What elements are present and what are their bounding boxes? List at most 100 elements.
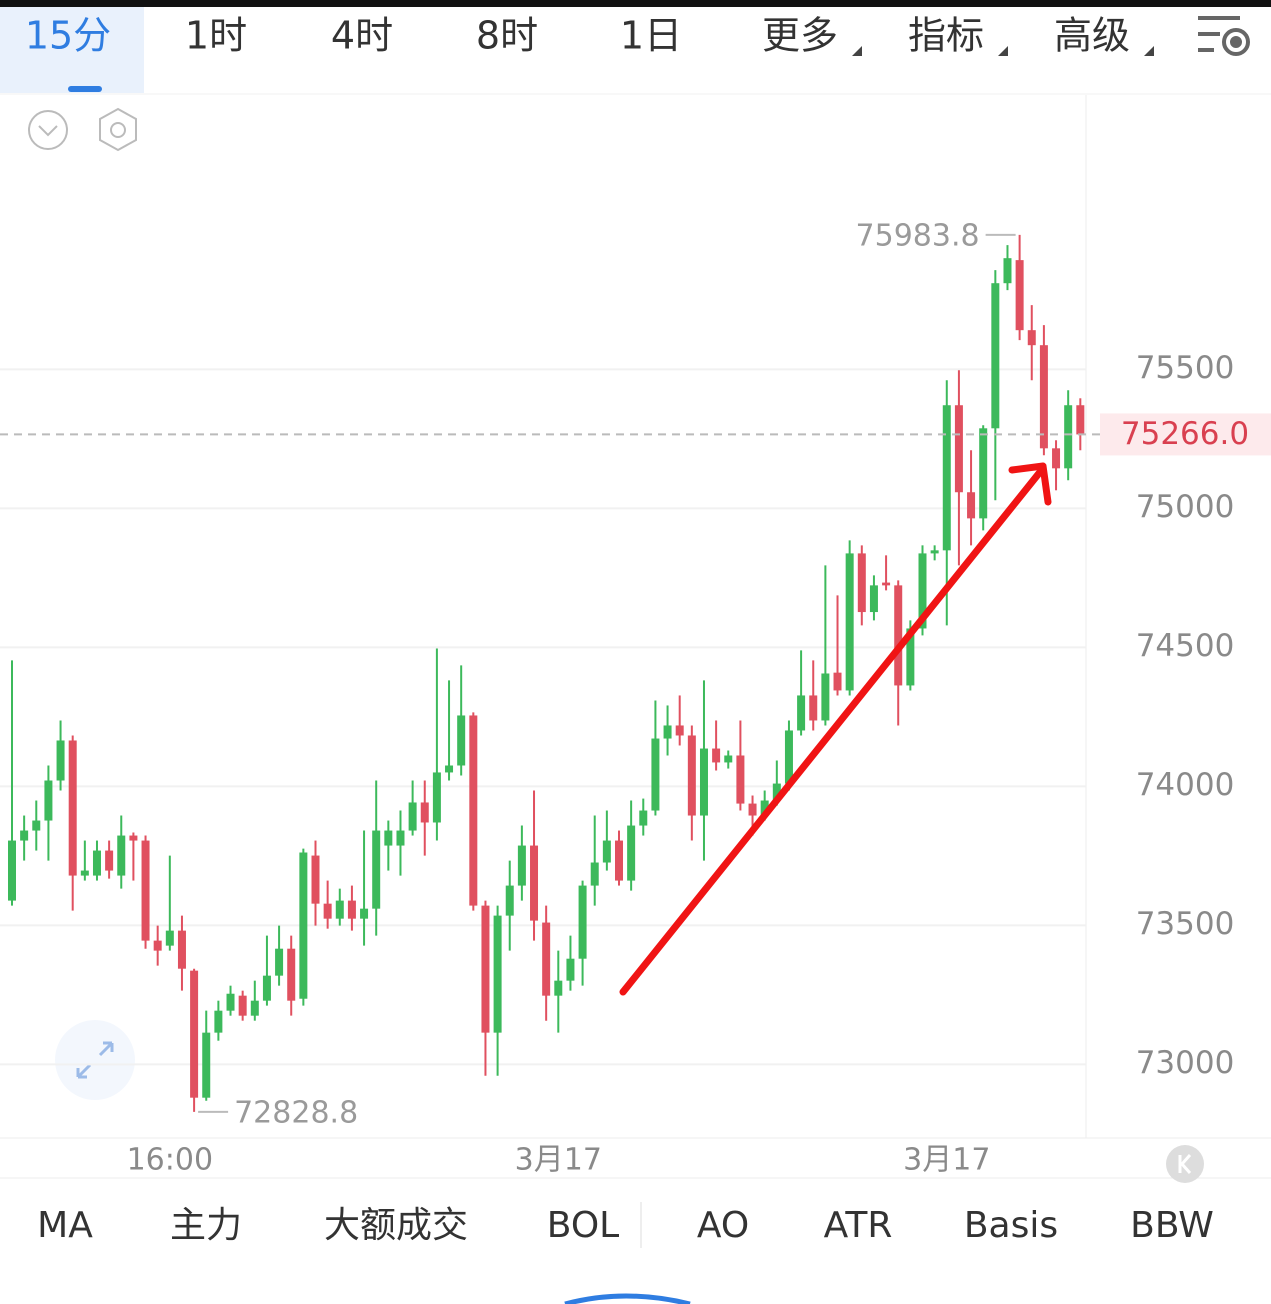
indicator-tab[interactable]: ATR [824,1205,893,1246]
chart: 73000 73500 74000 74500 75000 75500 16:00 3月17 3… [0,218,1271,1178]
candle-body [481,905,490,1033]
candle-body [857,553,866,613]
candle-body [954,405,963,493]
candle-body [1039,345,1048,449]
candle-body [882,582,891,586]
settings-icon[interactable] [1198,16,1250,56]
indicator-tab[interactable]: 大额成交 [324,1205,468,1246]
candle-body [505,885,514,916]
candle-body [20,830,29,841]
candle-body [445,765,454,773]
y-tick-label: 73500 [1136,906,1235,942]
candle-body [554,980,563,996]
indicator-tab[interactable]: BOL [547,1205,619,1246]
annotation-arrow-head [1008,462,1052,506]
candle-body [457,715,466,766]
tab[interactable]: 指标 [908,14,984,58]
candle-body [821,673,830,721]
collapse-icon[interactable] [28,110,68,150]
candle-body [432,772,441,823]
candle-body [177,930,186,969]
candle-body [906,628,915,686]
indicator-tab[interactable]: AO [697,1205,749,1246]
indicator-tab[interactable]: 主力 [170,1205,242,1246]
active-tab-indicator [68,86,102,92]
candle-body [566,958,575,981]
candle-body [590,862,599,886]
scroll-latest-icon [1178,1154,1192,1174]
tab[interactable]: 1时 [185,14,247,58]
tab[interactable]: 高级 [1054,14,1130,58]
min-label: 72828.8 [234,1095,358,1130]
fullscreen-button[interactable] [55,1020,135,1100]
indicator-tab[interactable]: MA [37,1205,93,1246]
candle-body [930,550,939,554]
y-tick-label: 75500 [1136,350,1235,386]
candle-body [991,283,1000,429]
y-tick-label: 75000 [1136,489,1235,525]
candle-body [784,730,793,784]
candle-body [68,740,77,876]
candle-body [396,830,405,846]
fullscreen-icon [76,1041,114,1079]
candle-body [238,995,247,1016]
tab[interactable]: 1日 [620,14,682,58]
tab[interactable]: 8时 [476,14,538,58]
settings-hex-icon[interactable] [99,107,137,152]
tab[interactable]: 15分 [25,14,111,58]
x-tick-label: 3月17 [903,1143,990,1178]
candle-body [141,840,150,941]
annotation-arrow [619,468,1044,996]
candle-body [809,695,818,721]
candle-body [578,885,587,959]
tab[interactable]: 更多 [762,14,838,58]
indicator-tab[interactable]: BBW [1130,1205,1214,1246]
candle-body [44,780,53,821]
last-price-label: 75266.0 [1121,416,1249,452]
candle-body [967,492,976,519]
candle-body [736,755,745,804]
candle-body [105,850,114,871]
candle-body [347,900,356,919]
candle-body [772,783,781,801]
candle-body [833,672,842,691]
tab[interactable]: 4时 [331,14,393,58]
candle-body [894,585,903,686]
candle-body [469,715,478,906]
candle-body [845,553,854,691]
candle-body [1064,405,1073,469]
candle-body [663,725,672,739]
candle-body [360,908,369,919]
indicator-tab[interactable]: Basis [964,1205,1058,1246]
candle-body [311,855,320,904]
candle-body [869,585,878,613]
candle-body [287,948,296,1001]
candle-body [275,948,284,976]
candle-body [615,840,623,881]
y-tick-label: 74500 [1136,628,1235,664]
candle-body [335,900,344,919]
candle-body [724,755,733,763]
candle-body [80,870,89,876]
candle-body [384,830,393,846]
candle-body [627,825,636,881]
candle-body [517,845,526,886]
candle-body [8,840,16,901]
dropdown-triangles [852,46,1154,56]
candle-body [699,748,708,816]
candle-body [748,803,757,816]
candle-body [1003,258,1012,284]
max-label: 75983.8 [856,218,980,253]
y-tick-label: 74000 [1136,767,1235,803]
scroll-latest-button[interactable] [1166,1145,1204,1183]
candle-body [493,915,502,1033]
candle-body [760,800,769,816]
candle-body [372,830,381,909]
candle-body [202,1032,211,1098]
candle-body [651,738,660,811]
candle-body [408,802,417,831]
candle-body [129,835,138,841]
candle-body [262,975,271,1001]
candle-body [797,695,806,731]
